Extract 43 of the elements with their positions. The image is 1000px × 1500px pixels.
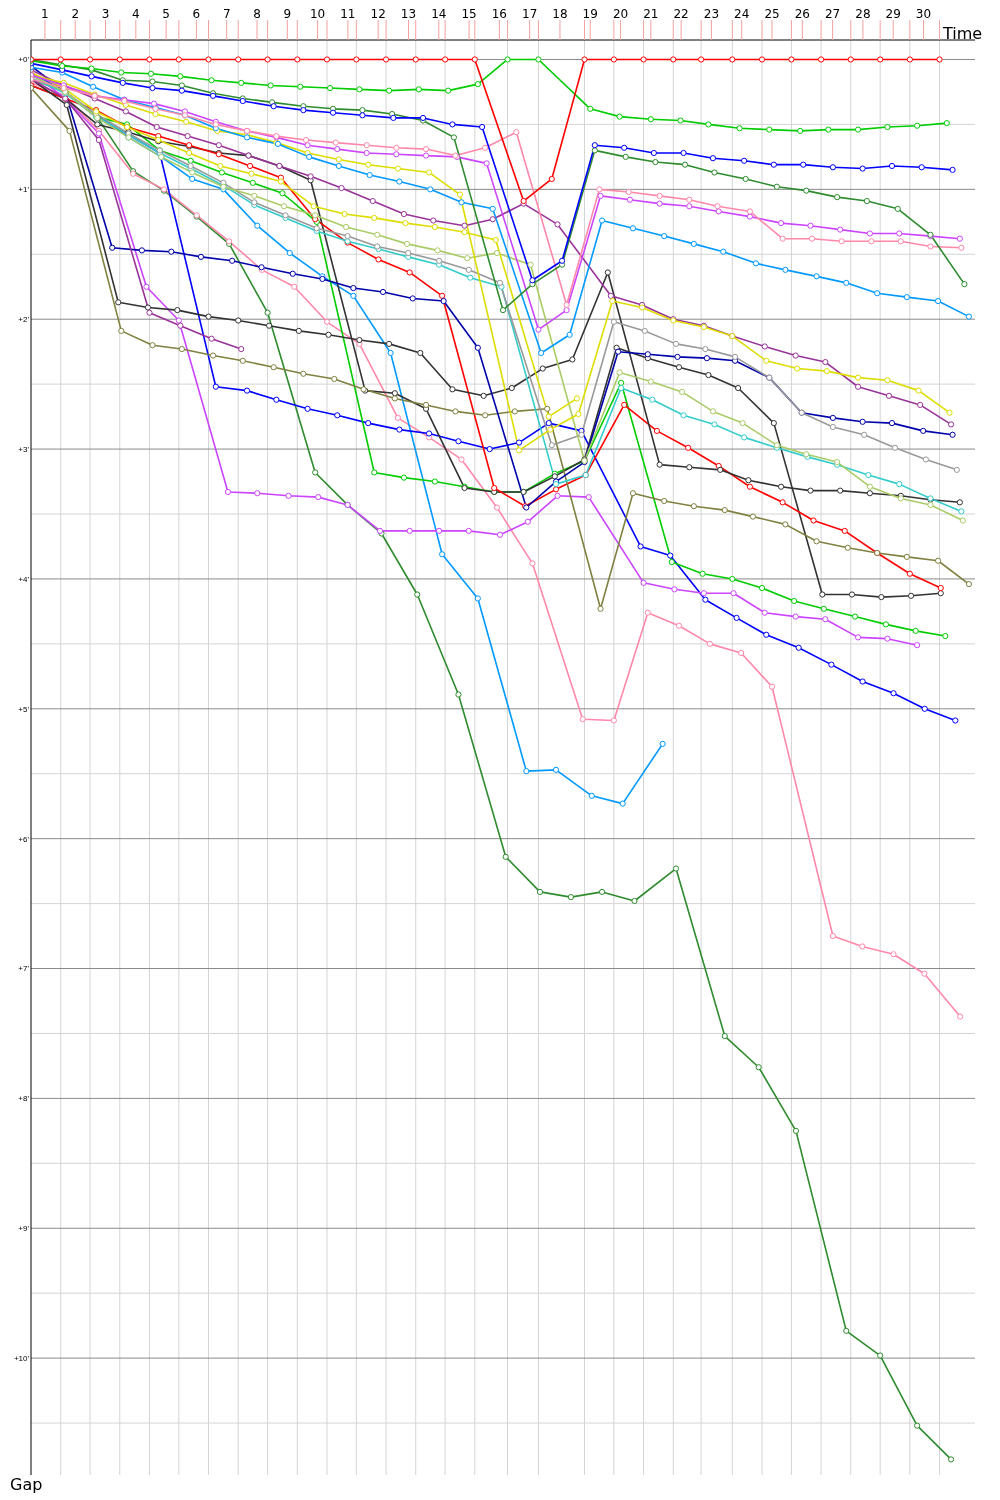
x-tick-label: 22	[673, 7, 689, 21]
y-tick-label: +10'	[13, 1353, 30, 1363]
y-tick-label: +9'	[18, 1224, 30, 1234]
x-tick-label: 4	[132, 7, 140, 21]
y-tick-label: +2'	[18, 315, 30, 325]
x-axis-title: Time	[943, 24, 983, 43]
x-tick-label: 17	[522, 7, 538, 21]
x-tick-label: 12	[370, 7, 386, 21]
x-tick-label: 20	[612, 7, 629, 21]
y-axis-title: Gap	[10, 1475, 43, 1494]
x-tick-label: 29	[885, 7, 901, 21]
x-tick-label: 25	[764, 7, 780, 21]
x-tick-label: 11	[340, 7, 356, 21]
y-tick-label: +0'	[18, 55, 30, 65]
y-tick-label: +1'	[18, 185, 30, 195]
y-tick-label: +5'	[18, 704, 30, 714]
x-tick-label: 15	[461, 7, 477, 21]
x-tick-label: 3	[101, 7, 110, 21]
x-tick-label: 21	[643, 7, 659, 21]
x-tick-label: 2	[71, 7, 80, 21]
x-tick-label: 30	[915, 7, 932, 21]
x-tick-label: 13	[400, 7, 417, 21]
x-tick-label: 26	[794, 7, 810, 21]
y-tick-label: +6'	[18, 834, 30, 844]
x-tick-label: 24	[734, 7, 750, 21]
x-tick-label: 10	[309, 7, 326, 21]
x-tick-label: 19	[582, 7, 598, 21]
x-tick-label: 5	[162, 7, 170, 21]
x-tick-label: 27	[824, 7, 841, 21]
y-tick-label: +3'	[18, 444, 30, 454]
x-tick-label: 14	[431, 7, 447, 21]
x-tick-label: 7	[222, 7, 231, 21]
x-tick-label: 9	[283, 7, 292, 21]
y-tick-label: +4'	[18, 574, 30, 584]
x-tick-label: 16	[491, 7, 508, 21]
x-tick-label: 8	[253, 7, 261, 21]
x-tick-label: 28	[855, 7, 871, 21]
y-tick-label: +8'	[18, 1094, 30, 1104]
x-tick-label: 18	[552, 7, 568, 21]
x-tick-label: 6	[192, 7, 201, 21]
y-tick-label: +7'	[18, 964, 30, 974]
x-tick-label: 23	[703, 7, 720, 21]
x-tick-label: 1	[41, 7, 49, 21]
